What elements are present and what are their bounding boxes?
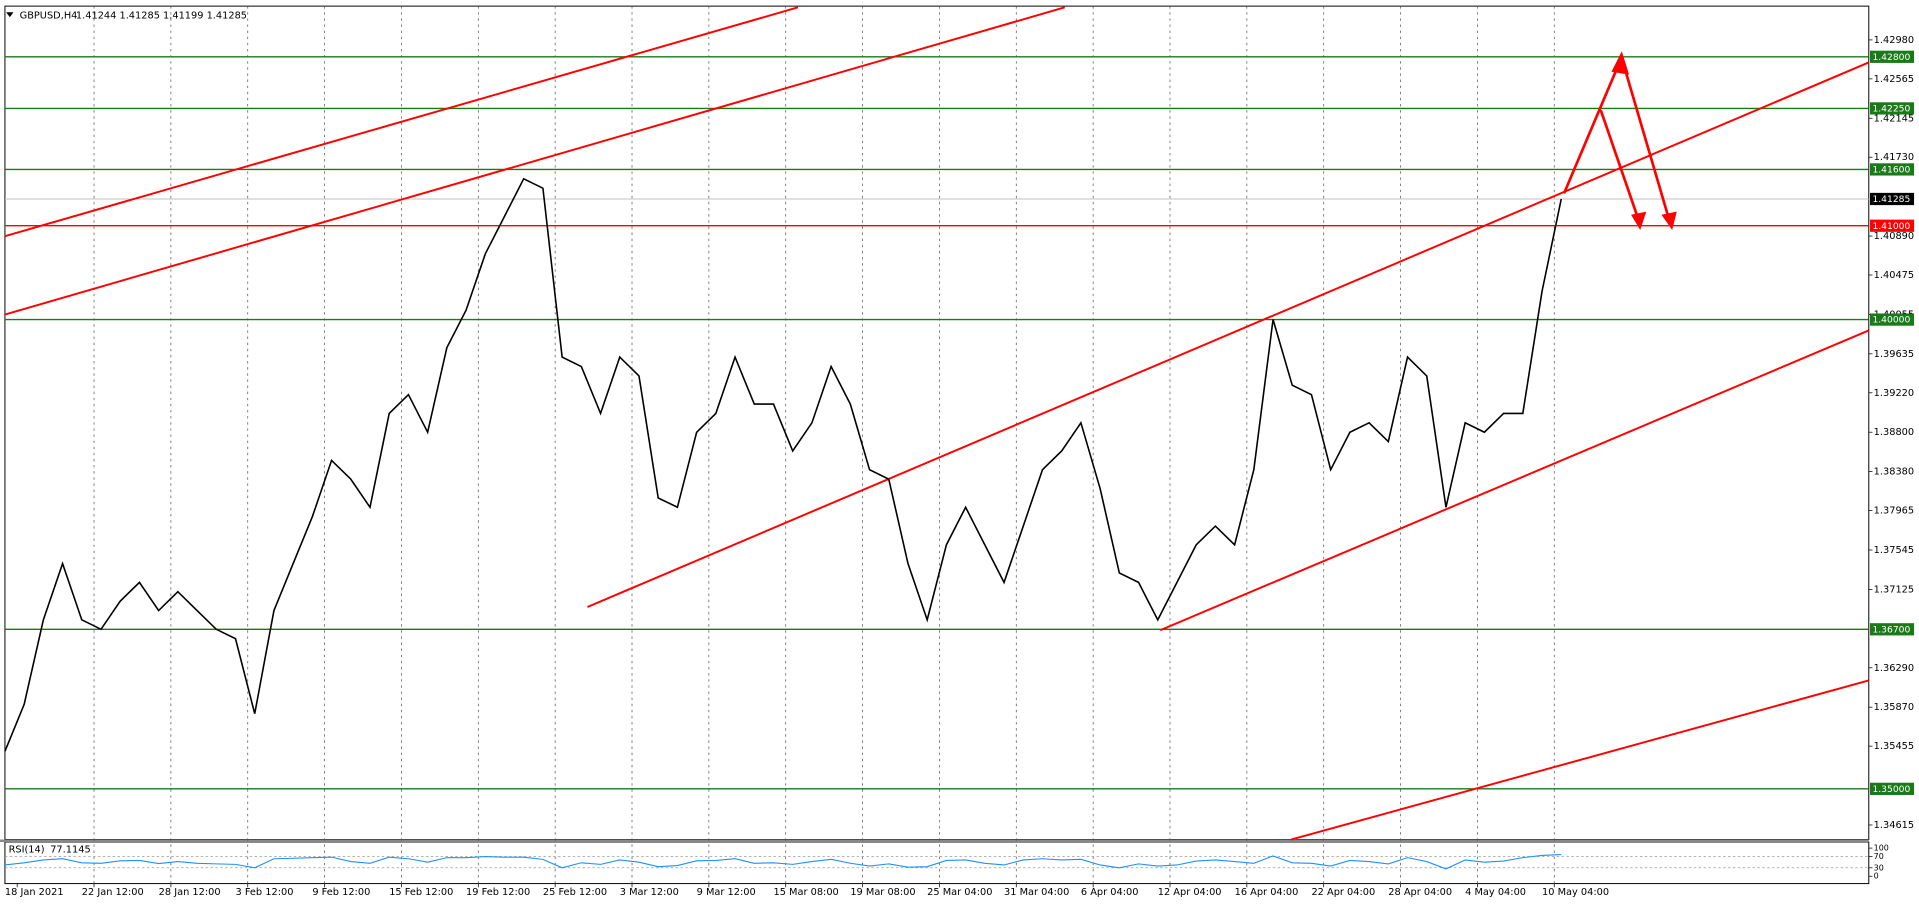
x-tick-label: 10 May 04:00 [1542, 887, 1609, 898]
x-tick-label: 18 Jan 2021 [5, 887, 64, 898]
level-box [1870, 102, 1915, 115]
y-tick-label: 1.37545 [1874, 545, 1914, 556]
x-tick-label: 19 Feb 12:00 [466, 887, 530, 898]
x-tick-label: 9 Feb 12:00 [312, 887, 370, 898]
level-label: 1.42250 [1872, 104, 1910, 115]
y-tick-label: 1.38800 [1874, 427, 1914, 438]
level-label: 1.42800 [1872, 52, 1910, 63]
x-tick-label: 28 Apr 04:00 [1388, 887, 1452, 898]
level-box [1870, 313, 1915, 326]
rsi-tick-label: 100 [1874, 844, 1889, 853]
arrow-head [1661, 211, 1677, 230]
ohlc-text: 1.41244 1.41285 1.41199 1.41285 [76, 10, 247, 21]
x-tick-label: 15 Mar 08:00 [773, 887, 838, 898]
forecast-arrow [1599, 109, 1640, 221]
current-price-label: 1.41285 [1872, 194, 1910, 205]
level-label: 1.35000 [1872, 784, 1910, 795]
x-tick-label: 31 Mar 04:00 [1004, 887, 1069, 898]
price-line [4, 854, 1562, 870]
rsi-value: 77.1145 [50, 844, 90, 855]
y-tick-label: 1.42145 [1874, 113, 1914, 124]
y-tick-label: 1.34615 [1874, 820, 1914, 831]
x-tick-label: 15 Feb 12:00 [389, 887, 453, 898]
trend-line [1159, 329, 1870, 632]
trend-line [1290, 679, 1870, 841]
x-tick-label: 3 Mar 12:00 [620, 887, 679, 898]
y-tick-label: 1.39635 [1874, 349, 1914, 360]
rsi-tick-label: 30 [1874, 863, 1884, 872]
x-tick-label: 6 Apr 04:00 [1081, 887, 1139, 898]
y-tick-label: 1.42565 [1874, 74, 1914, 85]
trend-line [4, 6, 1066, 316]
x-tick-label: 28 Jan 12:00 [159, 887, 221, 898]
rsi-tick-label: 0 [1874, 872, 1879, 881]
y-tick-label: 1.37125 [1874, 584, 1914, 595]
x-tick-label: 3 Feb 12:00 [236, 887, 294, 898]
trend-line [587, 61, 1870, 608]
x-tick-label: 12 Apr 04:00 [1158, 887, 1222, 898]
level-label: 1.41600 [1872, 165, 1910, 176]
arrow-head [1631, 211, 1647, 230]
y-tick-label: 1.35870 [1874, 702, 1914, 713]
x-tick-label: 16 Apr 04:00 [1235, 887, 1299, 898]
x-tick-label: 19 Mar 08:00 [850, 887, 915, 898]
level-box [1870, 623, 1915, 636]
y-tick-label: 1.42980 [1874, 35, 1914, 46]
x-tick-label: 22 Jan 12:00 [82, 887, 144, 898]
level-box [1870, 219, 1915, 232]
y-tick-label: 1.35455 [1874, 741, 1914, 752]
level-label: 1.40000 [1872, 315, 1910, 326]
y-tick-label: 1.37965 [1874, 506, 1914, 517]
level-label: 1.41000 [1872, 221, 1910, 232]
y-tick-label: 1.38380 [1874, 467, 1914, 478]
x-tick-label: 22 Apr 04:00 [1311, 887, 1375, 898]
arrow-head [1611, 51, 1630, 75]
x-tick-label: 9 Mar 12:00 [697, 887, 756, 898]
current-price-box [1870, 192, 1915, 206]
y-tick-label: 1.40475 [1874, 270, 1914, 281]
menu-triangle[interactable] [6, 12, 14, 18]
price-line [4, 177, 1563, 752]
x-tick-label: 25 Mar 04:00 [927, 887, 992, 898]
level-box [1870, 50, 1915, 63]
level-label: 1.36700 [1872, 624, 1910, 635]
level-box [1870, 163, 1915, 176]
symbol-title: GBPUSD,H4 [20, 10, 78, 21]
y-tick-label: 1.41730 [1874, 152, 1914, 163]
x-tick-label: 25 Feb 12:00 [543, 887, 607, 898]
trend-lines [4, 6, 1870, 841]
y-tick-label: 1.39220 [1874, 388, 1914, 399]
rsi-tick-label: 70 [1874, 852, 1884, 861]
y-tick-label: 1.40890 [1874, 231, 1914, 242]
trend-line [4, 6, 799, 238]
level-box [1870, 782, 1915, 795]
x-tick-label: 4 May 04:00 [1465, 887, 1526, 898]
y-tick-label: 1.36290 [1874, 663, 1914, 674]
rsi-title: RSI(14) [9, 844, 45, 855]
